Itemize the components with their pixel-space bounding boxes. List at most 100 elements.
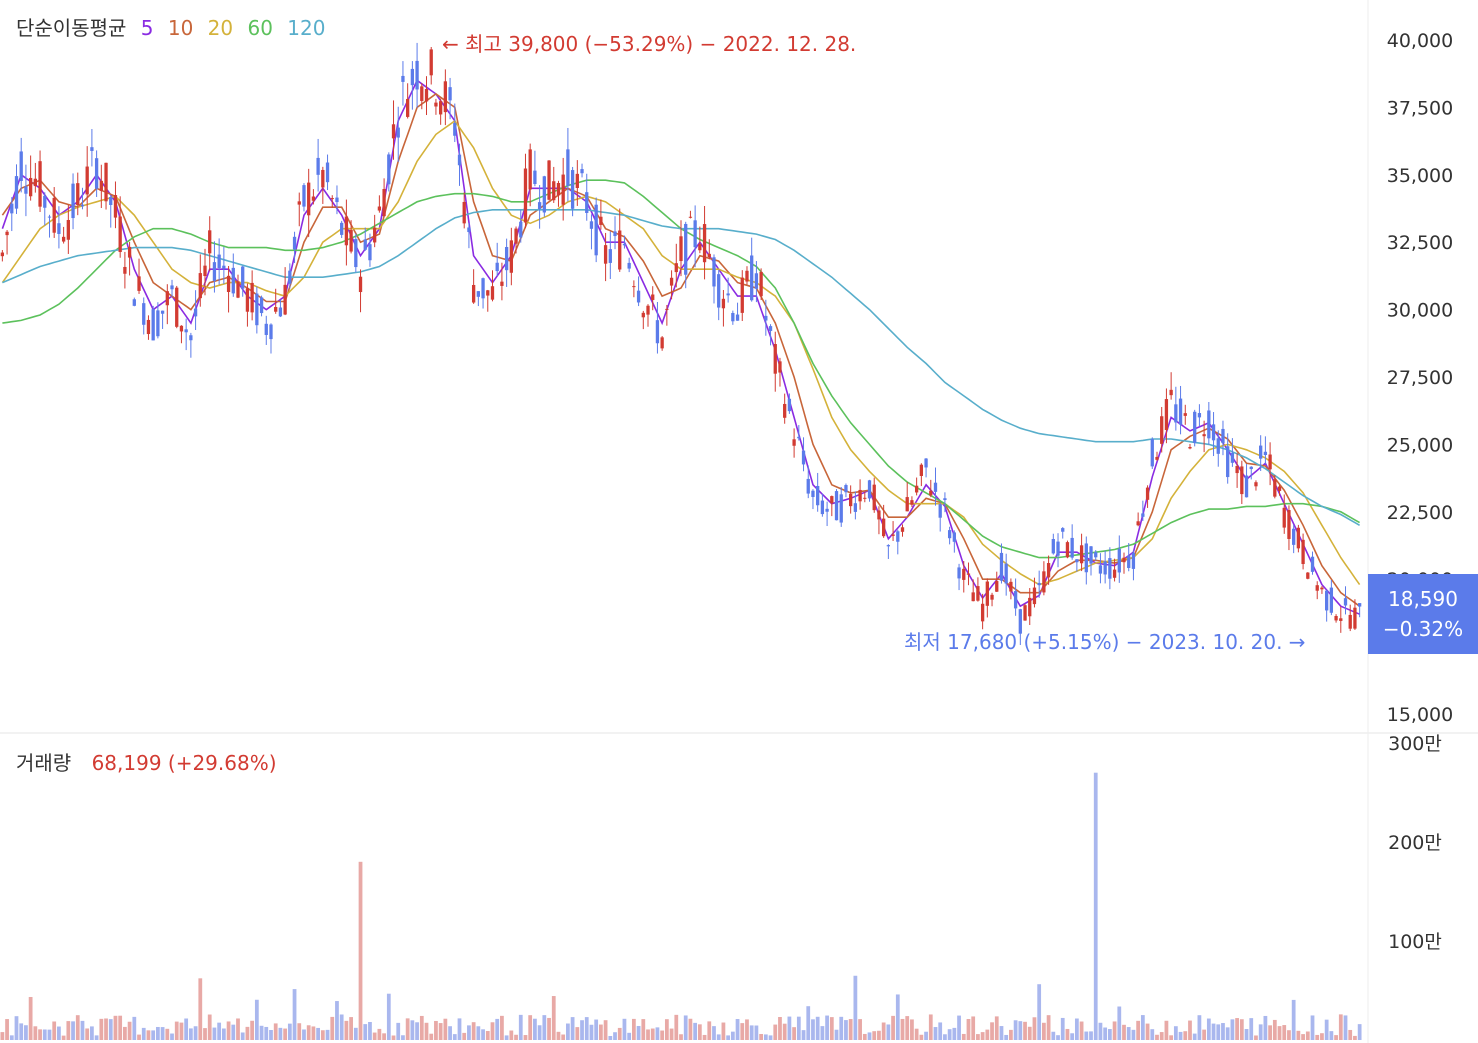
price-tick-label: 25,000 (1387, 434, 1453, 456)
candle-body (636, 290, 641, 303)
volume-bar (1254, 1035, 1258, 1040)
candle-body (1249, 466, 1253, 470)
volume-bar (584, 1017, 589, 1040)
volume-bar (410, 1020, 415, 1040)
candle-body (1325, 590, 1329, 611)
volume-bar (1093, 772, 1098, 1040)
candle-body (457, 154, 462, 166)
candle-body (109, 197, 113, 205)
volume-bar (61, 1035, 66, 1040)
candle-body (905, 497, 909, 512)
volume-bar (250, 1020, 255, 1040)
candle-body (858, 489, 862, 502)
volume-bar (297, 1023, 302, 1040)
candle-body (264, 323, 268, 335)
volume-bar (495, 1018, 500, 1040)
volume-bar (24, 1025, 28, 1040)
candle-body (712, 257, 716, 287)
volume-bar (217, 1022, 222, 1040)
ma-legend-10: 10 (167, 16, 194, 40)
candle-body (283, 284, 287, 315)
candle-body (142, 303, 146, 325)
volume-bar (151, 1030, 156, 1040)
candle-body (1334, 616, 1338, 621)
volume-bar (726, 1035, 731, 1040)
candle-body (311, 196, 316, 201)
volume-bar (1117, 1006, 1122, 1040)
candle-body (1075, 559, 1079, 563)
volume-tick-label: 300만 (1388, 733, 1442, 755)
volume-bar (1211, 1023, 1216, 1040)
candle-body (1240, 466, 1244, 495)
volume-bar (547, 1017, 551, 1040)
candle-body (1254, 482, 1258, 487)
volume-bar (1221, 1023, 1225, 1040)
volume-bar (641, 1019, 646, 1040)
candle-body (236, 281, 240, 298)
candle-body (523, 168, 528, 223)
volume-bar (693, 1022, 698, 1040)
candle-body (471, 284, 476, 303)
volume-bar (509, 1030, 514, 1040)
candle-body (759, 271, 763, 297)
volume-bar (226, 1021, 231, 1040)
volume-bar (174, 1021, 179, 1040)
volume-bar (1353, 1035, 1357, 1040)
volume-bar (316, 1027, 320, 1040)
volume-bar (872, 1031, 877, 1040)
candle-body (1037, 582, 1041, 586)
volume-bar (1131, 1029, 1136, 1040)
volume-bar (759, 1033, 764, 1040)
volume-bar (891, 1015, 895, 1040)
volume-bar (0, 1032, 5, 1040)
volume-bar (424, 1022, 429, 1040)
candle-body (175, 287, 179, 327)
ma-legend-120: 120 (287, 16, 326, 40)
candle-body (580, 169, 584, 174)
candle-body (1188, 447, 1192, 449)
volume-bar (928, 1014, 933, 1040)
volume-bar (994, 1016, 999, 1040)
volume-bar (523, 1035, 528, 1040)
volume-bar (561, 1034, 566, 1040)
candle-body (589, 221, 594, 229)
volume-bar (481, 1029, 485, 1040)
candle-body (1230, 452, 1235, 463)
candle-body (966, 573, 971, 575)
candle-body (288, 270, 292, 284)
volume-bar (688, 1018, 693, 1040)
candle-body (519, 221, 523, 238)
volume-bar (1098, 1022, 1103, 1040)
candle-body (853, 503, 858, 512)
volume-bar (947, 1029, 952, 1040)
volume-bar (825, 1015, 829, 1040)
candle-body (28, 177, 33, 197)
volume-bar (438, 1023, 443, 1040)
candle-body (401, 75, 405, 82)
volume-bar (325, 1029, 330, 1040)
candle-body (1136, 521, 1140, 526)
price-tick-label: 27,500 (1387, 367, 1453, 389)
candle-body (1320, 587, 1324, 590)
volume-bar (1183, 1031, 1188, 1040)
volume-bar (490, 1022, 495, 1040)
candle-body (1004, 563, 1008, 584)
candle-body (1145, 487, 1150, 500)
candle-body (1244, 475, 1249, 498)
volume-bar (768, 1035, 773, 1040)
volume-bar (580, 1020, 584, 1040)
candle-body (561, 174, 565, 205)
volume-bar (735, 1019, 740, 1040)
volume-bar (203, 1028, 207, 1040)
candle-body (1122, 557, 1126, 563)
ma-line-5 (1, 79, 1360, 615)
candle-body (292, 236, 297, 250)
volume-bar (80, 1020, 85, 1040)
candle-body (735, 314, 740, 321)
candle-body (226, 275, 231, 293)
candle-body (1226, 446, 1230, 478)
candle-body (476, 291, 480, 297)
candle-body (71, 183, 75, 219)
candle-body (24, 186, 28, 194)
volume-bar (910, 1019, 914, 1040)
